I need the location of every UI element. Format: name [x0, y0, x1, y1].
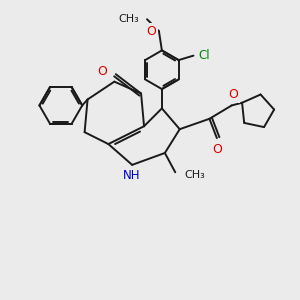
Text: Cl: Cl: [198, 49, 210, 62]
Text: O: O: [98, 65, 107, 78]
Text: O: O: [212, 142, 222, 156]
Text: CH₃: CH₃: [184, 170, 205, 180]
Text: O: O: [146, 25, 156, 38]
Text: NH: NH: [123, 169, 140, 182]
Text: O: O: [228, 88, 238, 101]
Text: CH₃: CH₃: [119, 14, 140, 24]
